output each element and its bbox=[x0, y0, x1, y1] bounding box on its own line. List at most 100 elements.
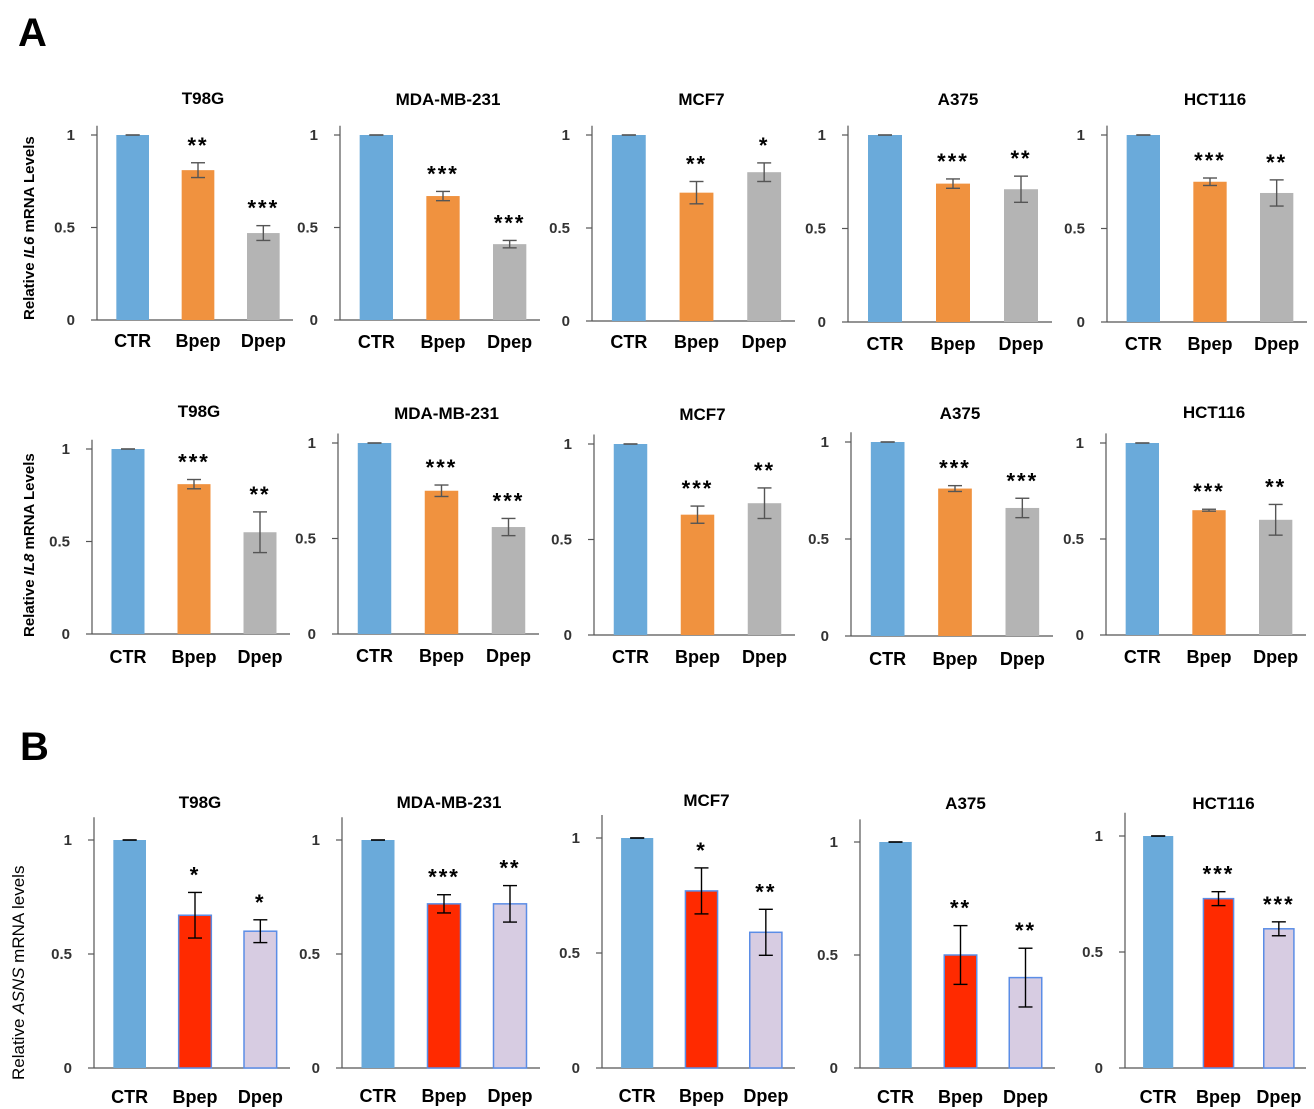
bar-ctr bbox=[359, 135, 393, 320]
x-tick-label: Dpep bbox=[1000, 649, 1045, 669]
significance-label: ** bbox=[249, 482, 270, 507]
y-tick-label: 0 bbox=[62, 626, 70, 643]
y-tick-label: 1 bbox=[1076, 435, 1084, 452]
y-tick-label: 1 bbox=[562, 127, 570, 144]
chart-title: T98G bbox=[179, 793, 222, 812]
chart-title: HCT116 bbox=[1183, 403, 1245, 422]
bar-ctr bbox=[361, 840, 395, 1068]
y-tick-label: 0.5 bbox=[1064, 221, 1085, 238]
x-tick-label: CTR bbox=[610, 332, 647, 352]
chart-title: MCF7 bbox=[683, 791, 729, 810]
panel-letter-b: B bbox=[20, 725, 49, 769]
chart-il8-a375: A375 0 0.5 1 CTR *** Bpep *** Dpep bbox=[808, 404, 1053, 669]
x-tick-label: CTR bbox=[619, 1086, 656, 1106]
significance-label: *** bbox=[427, 161, 459, 186]
x-tick-label: CTR bbox=[867, 334, 904, 354]
bar-bpep bbox=[684, 890, 719, 1069]
y-tick-label: 0 bbox=[818, 314, 826, 331]
bar-bpep bbox=[938, 488, 972, 636]
bar-bpep bbox=[1192, 510, 1226, 635]
bar-ctr bbox=[1125, 443, 1159, 635]
y-tick-label: 0.5 bbox=[297, 220, 318, 237]
bar-dpep bbox=[492, 903, 528, 1069]
x-tick-label: Dpep bbox=[486, 646, 531, 666]
bar-bpep bbox=[177, 484, 211, 634]
bar-dpep bbox=[247, 233, 280, 320]
significance-label: ** bbox=[499, 856, 520, 881]
x-tick-label: Bpep bbox=[422, 1086, 467, 1106]
significance-label: ** bbox=[686, 152, 707, 177]
chart-il6-hct116: HCT116 0 0.5 1 CTR *** Bpep ** Dpep bbox=[1064, 90, 1307, 354]
y-tick-label: 0 bbox=[64, 1060, 72, 1077]
x-tick-label: Dpep bbox=[1253, 647, 1298, 667]
bar-ctr bbox=[621, 838, 654, 1068]
bar-dpep bbox=[1005, 507, 1040, 636]
y-tick-label: 1 bbox=[564, 436, 572, 453]
significance-label: *** bbox=[1203, 862, 1235, 887]
y-tick-label: 0 bbox=[1076, 627, 1084, 644]
y-tick-label: 0.5 bbox=[1082, 944, 1103, 961]
significance-label: *** bbox=[494, 210, 526, 235]
chart-il6-a375: A375 0 0.5 1 CTR *** Bpep ** Dpep bbox=[805, 90, 1052, 354]
y-tick-label: 0 bbox=[562, 313, 570, 330]
significance-label: * bbox=[759, 133, 770, 158]
significance-label: ** bbox=[754, 458, 775, 483]
x-tick-label: Dpep bbox=[238, 647, 283, 667]
x-tick-label: Dpep bbox=[743, 1086, 788, 1106]
x-tick-label: Bpep bbox=[1196, 1087, 1241, 1107]
chart-il8-hct116: HCT116 0 0.5 1 CTR *** Bpep ** Dpep bbox=[1063, 403, 1306, 667]
y-tick-label: 0.5 bbox=[54, 220, 75, 237]
y-tick-label: 0.5 bbox=[559, 945, 580, 962]
x-tick-label: Bpep bbox=[938, 1087, 983, 1107]
y-tick-label: 0 bbox=[564, 627, 572, 644]
y-tick-label: 1 bbox=[62, 441, 70, 458]
bar-ctr bbox=[116, 135, 149, 320]
x-tick-label: Bpep bbox=[176, 331, 221, 351]
significance-label: *** bbox=[426, 455, 458, 480]
bar-bpep bbox=[943, 954, 978, 1069]
significance-label: * bbox=[190, 862, 201, 887]
x-tick-label: Bpep bbox=[1188, 334, 1233, 354]
chart-asns-a375: A375 0 0.5 1 CTR ** Bpep ** Dpep bbox=[817, 794, 1055, 1107]
y-tick-label: 0.5 bbox=[51, 946, 72, 963]
x-tick-label: CTR bbox=[869, 649, 906, 669]
x-tick-label: CTR bbox=[111, 1087, 148, 1107]
x-tick-label: Bpep bbox=[933, 649, 978, 669]
bar-dpep bbox=[1263, 928, 1295, 1069]
bar-bpep bbox=[426, 903, 462, 1069]
chart-title: A375 bbox=[940, 404, 981, 423]
significance-label: ** bbox=[187, 133, 208, 158]
x-tick-label: Dpep bbox=[487, 332, 532, 352]
y-tick-label: 0 bbox=[1077, 314, 1085, 331]
bar-dpep bbox=[491, 527, 526, 634]
significance-label: ** bbox=[755, 879, 776, 904]
x-tick-label: CTR bbox=[356, 646, 393, 666]
chart-title: T98G bbox=[178, 402, 221, 421]
significance-label: ** bbox=[950, 896, 971, 921]
significance-label: ** bbox=[1010, 146, 1031, 171]
y-tick-label: 0.5 bbox=[817, 947, 838, 964]
chart-title: MCF7 bbox=[679, 405, 725, 424]
x-tick-label: CTR bbox=[612, 647, 649, 667]
y-tick-label: 0 bbox=[821, 628, 829, 645]
significance-label: * bbox=[696, 838, 707, 863]
y-tick-label: 0.5 bbox=[49, 534, 70, 551]
bar-dpep bbox=[1260, 192, 1294, 322]
chart-title: T98G bbox=[182, 89, 225, 108]
x-tick-label: Dpep bbox=[488, 1086, 533, 1106]
bar-bpep bbox=[1202, 897, 1235, 1069]
x-tick-label: Dpep bbox=[1256, 1087, 1301, 1107]
x-tick-label: Bpep bbox=[419, 646, 464, 666]
y-tick-label: 0 bbox=[310, 312, 318, 329]
significance-label: * bbox=[255, 890, 266, 915]
y-tick-label: 0.5 bbox=[549, 220, 570, 237]
x-tick-label: Dpep bbox=[1254, 334, 1299, 354]
x-tick-label: Dpep bbox=[742, 332, 787, 352]
bar-ctr bbox=[613, 444, 648, 635]
x-tick-label: Dpep bbox=[999, 334, 1044, 354]
significance-label: ** bbox=[1265, 474, 1286, 499]
y-tick-label: 0 bbox=[67, 312, 75, 329]
charts-group: T98G00.51CTR**Bpep***DpepMDA-MB-23100.51… bbox=[49, 89, 1307, 1107]
bar-dpep bbox=[747, 172, 782, 321]
